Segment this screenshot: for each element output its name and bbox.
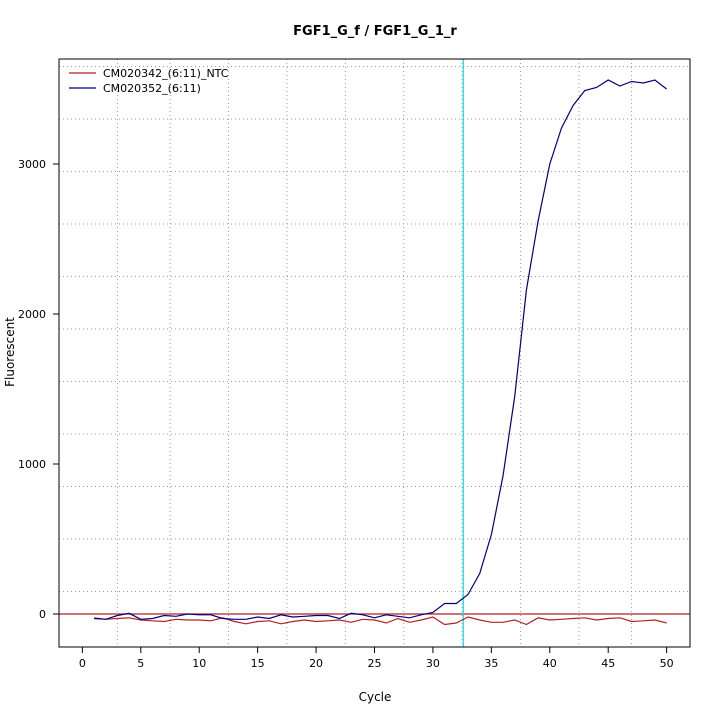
legend-label-1: CM020352_(6:11) (103, 82, 201, 95)
legend: CM020342_(6:11)_NTC CM020352_(6:11) (69, 67, 229, 95)
x-tick-label: 50 (660, 657, 674, 670)
x-tick-label: 35 (484, 657, 498, 670)
x-tick-label: 30 (426, 657, 440, 670)
grid (59, 59, 690, 647)
chart-title: FGF1_G_f / FGF1_G_1_r (293, 24, 457, 39)
x-tick-label: 15 (251, 657, 265, 670)
y-tick-label: 2000 (18, 308, 46, 321)
reference-lines (59, 59, 690, 647)
series-lines (94, 79, 667, 626)
y-tick-label: 1000 (18, 458, 46, 471)
x-tick-label: 20 (309, 657, 323, 670)
x-tick-label: 5 (137, 657, 144, 670)
plot-frame (58, 58, 691, 648)
y-axis-label: Fluorescent (3, 317, 17, 387)
axes: 0 5 10 15 20 25 30 35 40 45 50 0 1000 2000 3000 (18, 158, 674, 670)
y-tick-label: 0 (39, 608, 46, 621)
x-tick-label: 0 (79, 657, 86, 670)
x-tick-label: 40 (543, 657, 557, 670)
legend-label-0: CM020342_(6:11)_NTC (103, 67, 229, 80)
series-line-0 (94, 616, 667, 626)
x-tick-label: 10 (192, 657, 206, 670)
x-axis-label: Cycle (359, 690, 392, 704)
x-tick-label: 45 (601, 657, 615, 670)
x-tick-label: 25 (368, 657, 382, 670)
series-line-1 (94, 79, 667, 620)
y-tick-label: 3000 (18, 158, 46, 171)
